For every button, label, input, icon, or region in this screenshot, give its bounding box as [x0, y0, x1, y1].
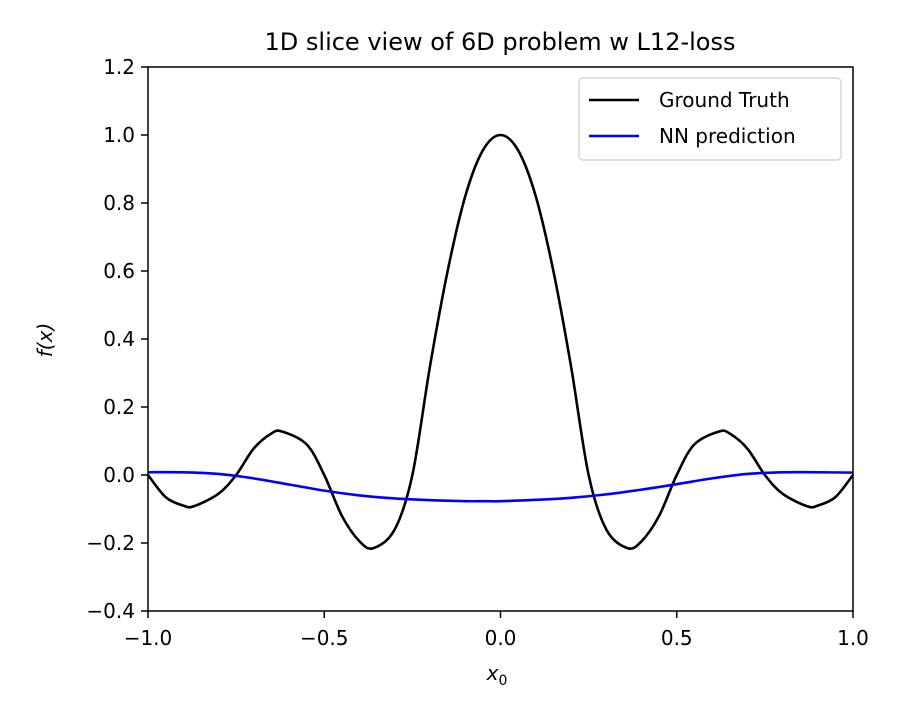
y-axis-label: f(x) [33, 323, 57, 357]
x-tick-label: −1.0 [124, 626, 173, 650]
x-axis-label-main: x [486, 661, 499, 685]
legend-box [578, 77, 842, 161]
x-axis-label: x0 [486, 661, 508, 689]
series-line-ground-truth [146, 133, 855, 550]
y-tick-label: 0.6 [103, 259, 135, 283]
plot-lines [146, 133, 855, 550]
legend: Ground Truth NN prediction [578, 77, 842, 161]
y-tick-label: −0.2 [86, 531, 135, 555]
chart-title: 1D slice view of 6D problem w L12-loss [265, 28, 736, 56]
y-tick-label: 0.2 [103, 395, 135, 419]
x-tick-label: −0.5 [300, 626, 349, 650]
x-tick-label: 1.0 [837, 626, 869, 650]
x-tick-label: 0.0 [485, 626, 517, 650]
y-tick-label: −0.4 [86, 599, 135, 623]
x-axis-label-subscript: 0 [498, 673, 507, 689]
series-line-nn-prediction [147, 470, 854, 503]
x-axis: −1.0 −0.5 0.0 0.5 1.0 [124, 611, 869, 650]
y-tick-label: 0.4 [103, 327, 135, 351]
y-tick-label: 1.2 [103, 55, 135, 79]
x-tick-label: 0.5 [661, 626, 693, 650]
legend-label: Ground Truth [659, 88, 790, 112]
y-tick-label: 1.0 [103, 123, 135, 147]
y-axis: −0.4 −0.2 0.0 0.2 0.4 0.6 0.8 1.0 1.2 [86, 55, 148, 623]
legend-label: NN prediction [659, 124, 796, 148]
y-tick-label: 0.0 [103, 463, 135, 487]
y-tick-label: 0.8 [103, 191, 135, 215]
